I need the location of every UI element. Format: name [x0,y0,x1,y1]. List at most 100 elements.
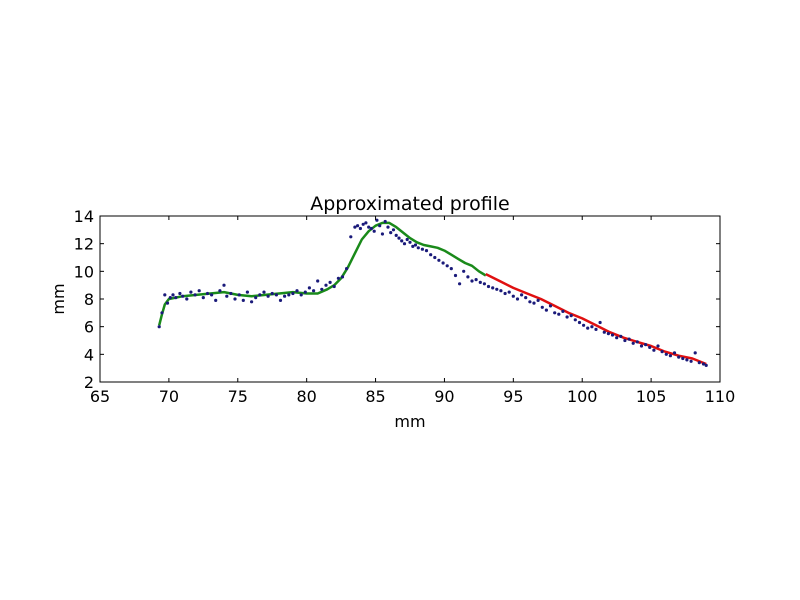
data-point [328,280,332,284]
data-point [701,362,706,366]
data-point [656,344,660,348]
data-point [358,226,362,231]
data-point [274,293,278,297]
data-point [474,278,478,282]
data-point [380,232,384,236]
data-point [397,236,401,240]
data-point [178,291,182,296]
data-point [262,290,266,294]
data-point [367,225,371,229]
data-point [205,291,210,296]
data-point [391,228,396,232]
data-point [345,267,349,271]
data-point [462,269,466,273]
data-point [364,221,368,225]
data-point [416,246,420,250]
data-point [606,332,611,336]
data-point [515,297,520,301]
data-point [258,293,262,297]
data-point [324,283,328,287]
data-point [644,343,648,347]
data-point [486,284,491,289]
data-point [672,351,677,355]
data-point [163,293,167,297]
data-point [229,291,233,296]
data-point [197,289,201,293]
data-point [225,294,229,298]
data-point [295,289,299,293]
data-point [524,296,528,300]
data-point [405,237,409,242]
data-point [157,325,161,329]
data-point [420,247,424,251]
data-point [307,286,311,290]
fit-curve-left [157,221,487,326]
data-point [453,273,458,278]
data-point [320,287,324,291]
data-point [424,249,429,253]
data-point [458,282,462,286]
data-point [168,296,172,300]
data-point [689,359,693,363]
data-point [303,290,307,294]
data-point [340,275,345,279]
data-point [171,293,175,297]
data-point [400,239,404,243]
data-point [503,291,507,296]
data-point [664,352,668,356]
y-tick-label: 12 [74,235,94,254]
data-point [299,293,303,297]
data-point [491,286,495,290]
data-point [394,233,398,237]
data-point [214,298,218,302]
data-point [349,235,353,239]
data-point [548,304,553,308]
data-point [283,294,287,298]
data-point [245,290,249,294]
data-point [181,294,185,298]
data-point [433,255,437,260]
data-point [218,289,222,293]
data-point [466,275,470,279]
x-tick-label: 80 [296,387,316,406]
data-point [266,294,270,298]
data-point [681,356,685,361]
data-point [413,243,418,247]
y-tick-label: 8 [84,290,94,309]
data-point [372,229,376,233]
data-point [441,261,445,265]
data-point [291,291,295,296]
data-point [582,323,586,327]
data-point [602,330,606,334]
data-point [336,276,340,280]
data-point [470,279,474,283]
plot-area: 65 70 75 80 85 90 95 100 105 110 2 4 6 8 10 12 14 [74,207,736,406]
x-tick-label: 105 [636,387,667,406]
data-point [411,244,415,248]
data-point [332,284,336,289]
data-point [631,341,635,345]
data-point [598,320,602,325]
data-point [532,301,536,305]
data-point [233,297,237,301]
data-point [189,290,193,294]
data-point [356,224,360,228]
data-point [353,225,357,229]
data-point [222,283,226,287]
data-point [573,318,577,322]
data-point [586,326,590,330]
data-layer [157,218,708,367]
x-tick-label: 65 [90,387,110,406]
data-point [445,264,449,268]
data-point [569,314,573,318]
data-point [165,301,170,305]
data-point [561,309,565,313]
data-point [241,298,245,302]
data-point [652,348,656,352]
data-point [528,300,532,304]
data-point [627,337,631,341]
data-point [429,253,433,257]
data-point [557,312,561,316]
data-point [544,308,549,312]
